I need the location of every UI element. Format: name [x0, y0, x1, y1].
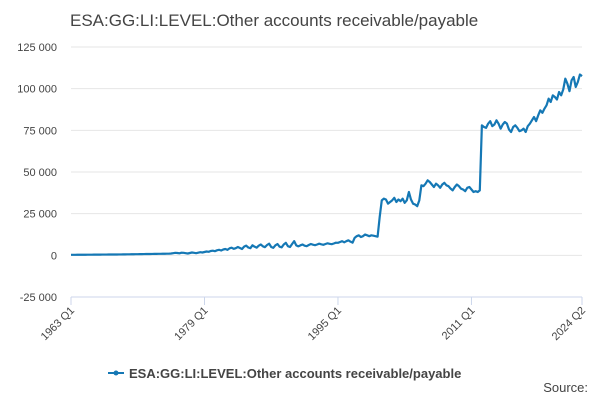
- y-tick-label: 75 000: [23, 125, 57, 137]
- series-line: [70, 73, 583, 256]
- x-tick-label: 2024 Q2: [550, 305, 588, 343]
- x-tick-label: 1979 Q1: [172, 305, 210, 343]
- x-tick-label: 1963 Q1: [39, 305, 77, 343]
- x-tick-label: 2011 Q1: [440, 305, 478, 343]
- chart-title: ESA:GG:LI:LEVEL:Other accounts receivabl…: [70, 11, 478, 30]
- y-tick-label: -25 000: [20, 292, 57, 304]
- legend-label: ESA:GG:LI:LEVEL:Other accounts receivabl…: [129, 366, 461, 381]
- source: Source:: [543, 380, 588, 395]
- x-tick-label: 1995 Q1: [306, 305, 344, 343]
- y-tick-label: 50 000: [23, 167, 57, 179]
- y-tick-label: 125 000: [17, 42, 57, 54]
- y-tick-label: 25 000: [23, 209, 57, 221]
- legend-marker: [113, 370, 119, 376]
- y-tick-label: 0: [51, 250, 57, 262]
- y-tick-label: 100 000: [17, 84, 57, 96]
